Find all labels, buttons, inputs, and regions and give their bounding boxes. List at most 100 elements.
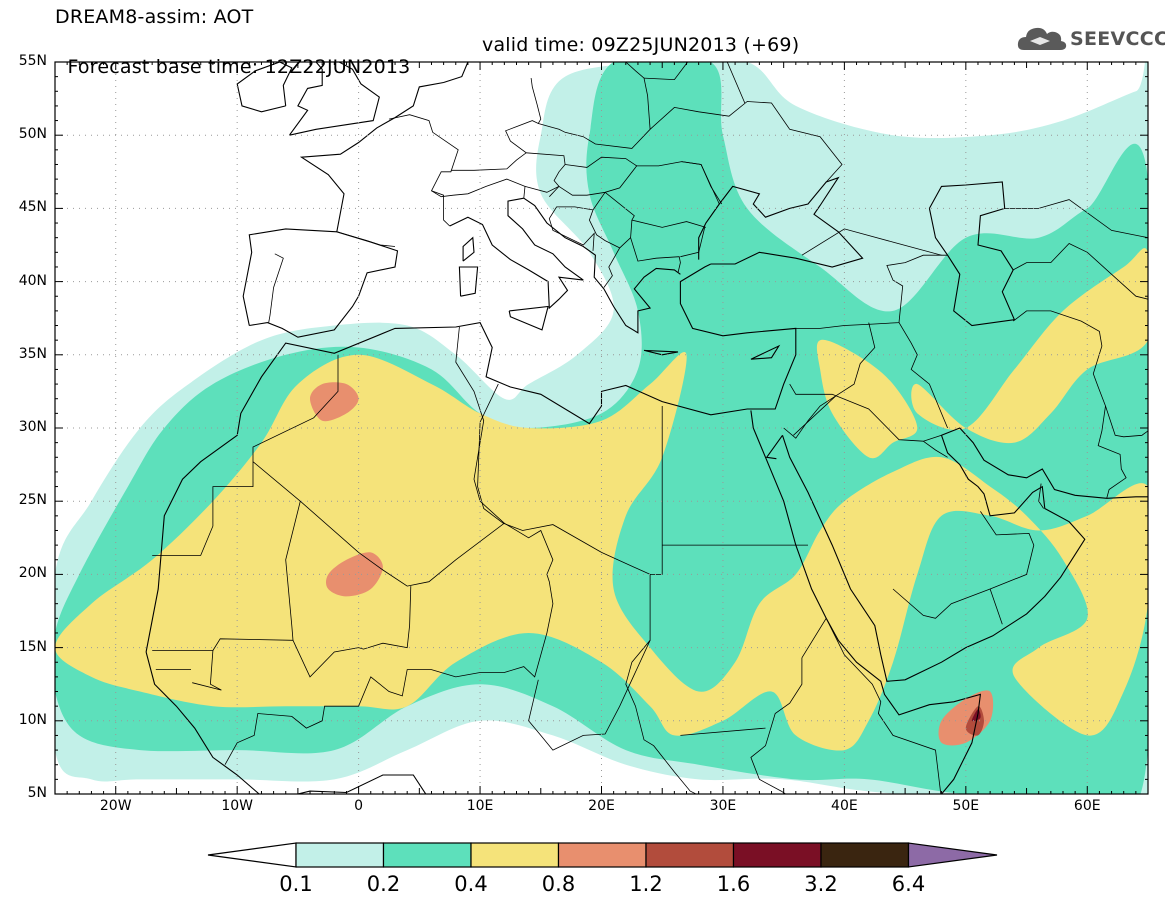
colorbar-label: 0.8: [541, 872, 576, 896]
lon-label: 30E: [709, 798, 737, 814]
aot-region-0_4-4: [816, 339, 918, 459]
colorbar-label: 1.6: [716, 872, 751, 896]
country-border: [152, 650, 222, 691]
lon-label: 0: [354, 798, 364, 814]
country-border: [783, 395, 837, 439]
country-border: [455, 326, 505, 524]
aot-region-0_4-2: [55, 352, 1148, 751]
lat-label: 50N: [18, 126, 47, 143]
lon-label: 40E: [831, 798, 858, 814]
colorbar-label: 3.2: [804, 872, 838, 896]
country-border: [795, 254, 948, 329]
lat-label: 25N: [18, 492, 47, 509]
coastline: [752, 427, 982, 794]
coastline: [462, 236, 475, 262]
coastline: [523, 197, 681, 334]
lat-label: 45N: [18, 199, 47, 216]
coastline: [458, 266, 479, 297]
country-border: [388, 114, 459, 227]
country-border: [538, 62, 651, 149]
country-border: [649, 101, 843, 183]
lat-label: 20N: [18, 565, 47, 582]
country-border: [801, 228, 942, 256]
coastline: [295, 774, 427, 794]
base-time: Forecast base time: 12Z22JUN2013: [67, 56, 411, 78]
country-border: [923, 440, 948, 458]
country-border: [680, 727, 766, 736]
colorbar-label: 0.1: [279, 872, 313, 896]
country-border: [750, 657, 803, 794]
lon-label: 10W: [221, 798, 253, 814]
lon-label: 50E: [952, 798, 980, 814]
lat-label: 5N: [27, 785, 47, 801]
country-border: [528, 640, 651, 751]
country-border: [681, 161, 723, 205]
lon-label: 60E: [1073, 798, 1101, 814]
aot-region-0_4-3: [911, 248, 1148, 444]
country-border: [625, 574, 697, 794]
country-border: [450, 78, 542, 171]
coastline: [299, 62, 469, 232]
country-border: [558, 156, 638, 196]
country-border: [604, 191, 707, 228]
country-border: [336, 231, 396, 247]
lon-label: 20E: [588, 798, 615, 814]
country-border: [292, 586, 412, 678]
lat-lon-grid: [55, 62, 1148, 794]
country-border: [892, 511, 1035, 619]
lat-label: 10N: [18, 711, 47, 728]
country-border: [793, 395, 837, 436]
aot-region-0_8-5: [310, 382, 359, 422]
country-border: [1013, 243, 1148, 300]
country-border: [524, 152, 566, 193]
country-border: [152, 461, 254, 556]
lon-label: 10E: [466, 798, 494, 814]
country-border: [1012, 310, 1148, 438]
lat-label: 30N: [18, 419, 47, 435]
country-border: [549, 186, 560, 197]
coastlines-and-borders: [145, 62, 1148, 794]
country-border: [898, 322, 948, 429]
aot-region-0_8-6: [325, 552, 383, 597]
coastline: [145, 263, 797, 653]
country-border: [801, 617, 942, 794]
coastline: [289, 62, 380, 136]
coastline: [449, 197, 584, 310]
country-border: [1038, 483, 1044, 509]
country-border: [224, 354, 554, 765]
country-border: [477, 383, 663, 575]
cloud-icon: [1017, 27, 1067, 50]
seevccc-logo: SEEVCCC: [1016, 22, 1165, 58]
country-border: [212, 501, 301, 651]
coastline: [781, 435, 1086, 682]
coastline: [643, 349, 679, 356]
map-frame: [54, 61, 1149, 795]
valid-time: valid time: 09Z25JUN2013 (+69): [482, 34, 800, 56]
colorbar-label: 0.2: [366, 872, 401, 896]
coastline: [941, 427, 1148, 499]
country-border: [431, 178, 526, 199]
country-border: [1097, 405, 1127, 499]
coastline: [242, 228, 399, 338]
forecast-times: Forecast base time: 12Z22JUN2013 valid t…: [55, 34, 799, 100]
lat-label: 35N: [18, 345, 47, 362]
country-border: [268, 253, 284, 323]
coastline: [765, 434, 783, 460]
country-border: [603, 237, 631, 288]
lat-label: 55N: [18, 53, 47, 69]
country-border: [548, 206, 620, 251]
product-title: DREAM8-assim: AOT: [55, 6, 254, 28]
country-border: [989, 588, 1003, 625]
colorbar-label: 1.2: [629, 872, 663, 896]
country-border: [835, 322, 876, 397]
colorbar-label: 0.4: [454, 872, 488, 896]
lon-label: 20W: [99, 798, 132, 814]
lat-label: 15N: [18, 638, 47, 655]
coastline: [750, 344, 781, 360]
logo-text: SEEVCCC: [1070, 28, 1165, 50]
country-border: [592, 192, 606, 211]
colorbar-label: 6.4: [891, 872, 926, 896]
coastline: [508, 305, 549, 331]
country-border: [680, 227, 706, 258]
